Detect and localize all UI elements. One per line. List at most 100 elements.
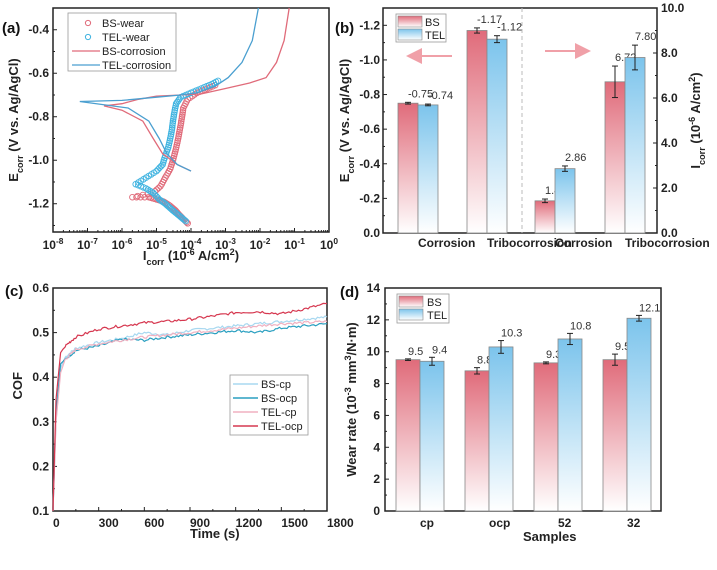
bar-BS-ocp (464, 370, 490, 512)
left-y-tick-label: -1.2 (359, 18, 380, 32)
data-point-BS-wear (176, 124, 184, 131)
data-point-TEL-wear (170, 115, 177, 123)
data-point-TEL-wear (169, 122, 176, 129)
data-point-TEL-wear (168, 128, 175, 136)
legend-box (67, 12, 177, 72)
y-tick-label: 0.6 (32, 281, 49, 295)
legend-label: TEL (425, 30, 445, 42)
data-label: -0.74 (428, 90, 453, 102)
x-tick-label: 10-7​ (77, 236, 98, 252)
data-point-BS-wear (179, 111, 186, 118)
bar-BS-2 (534, 200, 556, 234)
data-point-BS-wear (129, 193, 136, 201)
x-tick-label: 900 (190, 516, 210, 530)
y-tick-label: -1.2 (28, 197, 49, 211)
x-axis-label: Samples (523, 529, 576, 544)
x-tick-label: Tribocorrosion (487, 236, 572, 250)
data-point-BS-wear (175, 133, 182, 140)
x-tick-label: 10-3​ (215, 236, 236, 252)
legend-label: TEL-corrosion (102, 60, 171, 72)
data-point-TEL-wear (149, 189, 157, 197)
panel-label: (a) (2, 20, 20, 37)
right-y-tick-label: 6.0 (661, 91, 678, 105)
legend-label: BS (427, 297, 442, 309)
legend-swatch-BS (397, 15, 423, 28)
data-point-TEL-wear (169, 117, 177, 125)
y-axis-label: Ecorr​ (V vs. Ag/AgCl) (6, 58, 25, 181)
legend-marker-TEL-wear (84, 33, 92, 41)
panel-d: 0 2 4 6 8 10 12 14 Wear rate (10-3​ mm3​/N·m) Sam… (340, 281, 662, 544)
x-tick-label: 10-6​ (112, 236, 133, 252)
data-point-BS-wear (133, 193, 140, 201)
x-tick-label: 1200 (236, 516, 263, 530)
data-point-BS-wear (179, 106, 187, 114)
data-point-BS-wear (178, 117, 185, 125)
data-point-BS-wear (137, 193, 144, 201)
y-tick-label: -0.8 (28, 110, 49, 124)
data-point-TEL-wear (172, 100, 180, 107)
data-point-TEL-wear (156, 164, 163, 172)
y-axis-label: COF (10, 372, 25, 400)
legend-swatch-TEL (397, 28, 423, 41)
data-label: -1.17 (477, 14, 502, 26)
y-tick-label: -1.0 (28, 153, 49, 167)
data-point-TEL-wear (146, 187, 153, 194)
y-tick-label: 4 (373, 440, 380, 454)
bar-TEL-1 (486, 38, 508, 234)
bar-BS-3 (604, 81, 626, 234)
series-line-TEL-ocp (52, 302, 328, 512)
data-point-BS-wear (176, 126, 184, 134)
data-point-BS-wear (178, 115, 185, 123)
data-label: 10.8 (570, 320, 591, 332)
x-tick-label: 52 (558, 516, 572, 530)
right-y-tick-label: 10.0 (661, 1, 685, 15)
panel-b: 0.0 -0.2 -0.4 -0.6 -0.8 -1.0 -1.2 0.0 2.0 4.0 6.0 8… (335, 1, 710, 250)
series-line-TEL-corrosion (79, 7, 260, 172)
panel-label: (d) (340, 284, 359, 301)
y-tick-label: 0.4 (32, 370, 49, 384)
legend-label: BS-wear (102, 18, 145, 30)
legend-label: TEL-wear (102, 32, 150, 44)
x-tick-label: Corrosion (555, 236, 612, 250)
data-point-BS-wear (184, 220, 191, 227)
legend-label: TEL (427, 310, 447, 322)
y-tick-label: 12 (367, 313, 381, 327)
legend-box (229, 374, 309, 436)
x-axis-label: Icorr​ (10-6​ A/cm2​) (143, 247, 239, 267)
data-label: 9.5 (408, 346, 423, 358)
data-point-BS-wear (179, 109, 186, 116)
panel-c: 0 300 600 900 1200 1500 1800 0.1 0.2 0.3 0.4 0.5 0.6… (5, 281, 354, 541)
bar-BS-1 (466, 30, 488, 234)
data-point-TEL-wear (170, 113, 177, 120)
data-label: 9.3 (546, 349, 561, 361)
x-tick-label: 1500 (281, 516, 308, 530)
y-tick-label: 0.3 (32, 415, 49, 429)
data-point-BS-wear (155, 184, 162, 192)
legend-marker-BS-wear (84, 19, 92, 27)
bar-BS-cp (395, 359, 421, 512)
x-tick-label: ocp (489, 516, 510, 530)
legend-swatch-TEL (398, 308, 424, 321)
data-point-TEL-wear (166, 137, 174, 144)
x-tick-label: 10-8​ (43, 236, 64, 252)
left-y-tick-label: -1.0 (359, 53, 380, 67)
y-tick-label: 6 (373, 408, 380, 422)
y-tick-label: 14 (367, 281, 381, 295)
left-y-tick-label: -0.8 (359, 88, 380, 102)
data-point-TEL-wear (157, 162, 165, 170)
legend: BS-cp BS-ocp TEL-cp TEL-ocp (229, 374, 309, 436)
data-point-TEL-wear (169, 120, 176, 127)
x-tick-label: 10-4​ (181, 236, 202, 252)
x-tick-label: 0 (53, 516, 60, 530)
legend-label: TEL-cp (261, 407, 296, 419)
bar-BS-0 (397, 102, 419, 234)
left-y-tick-label: -0.4 (359, 157, 380, 171)
data-label: 10.3 (501, 328, 522, 340)
right-y-axis-label: Icorr​ (10-6​ A/cm2​) (687, 72, 707, 168)
data-point-BS-wear (176, 128, 183, 136)
data-label: 9.4 (432, 344, 447, 356)
data-label: 7.80 (635, 31, 656, 43)
legend-label: BS-ocp (261, 393, 297, 405)
y-tick-label: 0.1 (32, 504, 49, 518)
